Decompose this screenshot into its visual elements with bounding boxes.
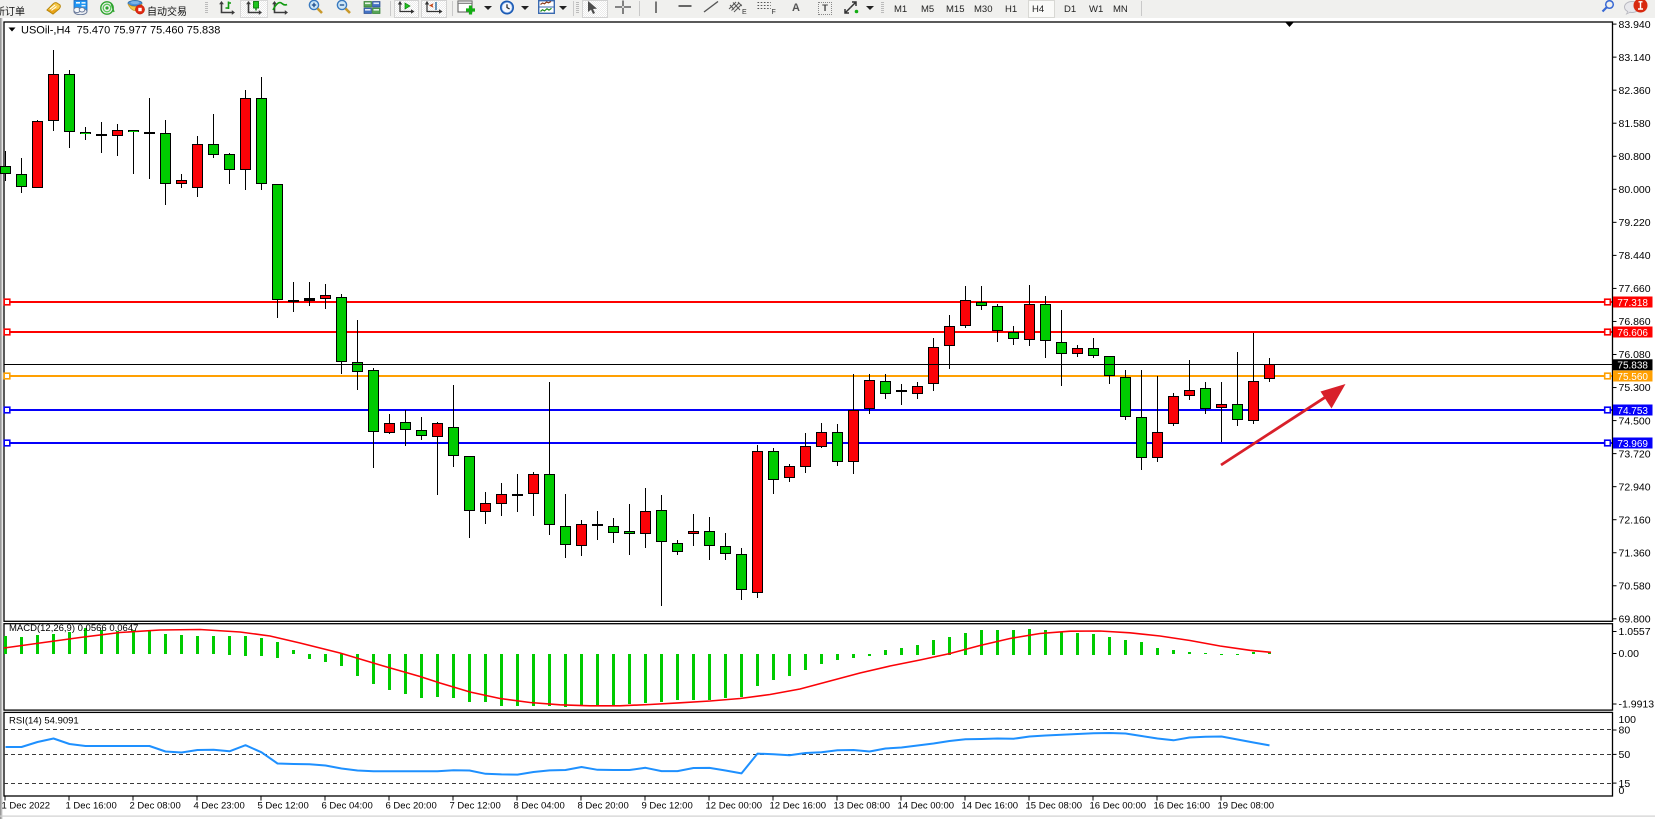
svg-text:74.500: 74.500 [1619,415,1651,427]
svg-text:5 Dec 12:00: 5 Dec 12:00 [258,801,309,812]
svg-text:4 Dec 23:00: 4 Dec 23:00 [194,801,245,812]
svg-text:69.800: 69.800 [1619,614,1651,626]
svg-text:12 Dec 00:00: 12 Dec 00:00 [706,801,763,812]
svg-text:16 Dec 16:00: 16 Dec 16:00 [1154,801,1211,812]
svg-text:9 Dec 12:00: 9 Dec 12:00 [642,801,693,812]
svg-text:76.606: 76.606 [1617,328,1648,339]
svg-text:75.560: 75.560 [1617,372,1648,383]
svg-text:50: 50 [1619,749,1631,761]
svg-text:13 Dec 08:00: 13 Dec 08:00 [834,801,891,812]
svg-text:83.140: 83.140 [1619,52,1651,64]
svg-text:8 Dec 04:00: 8 Dec 04:00 [514,801,565,812]
svg-text:12 Dec 16:00: 12 Dec 16:00 [770,801,827,812]
svg-text:E: E [742,9,747,14]
svg-text:75.838: 75.838 [1617,361,1648,372]
svg-text:76.860: 76.860 [1619,316,1651,328]
svg-text:14 Dec 16:00: 14 Dec 16:00 [962,801,1019,812]
svg-text:1.0557: 1.0557 [1619,626,1651,638]
svg-text:80: 80 [1619,725,1631,737]
svg-text:0.00: 0.00 [1619,648,1640,660]
svg-text:70.580: 70.580 [1619,580,1651,592]
svg-text:15: 15 [1619,778,1631,790]
svg-text:77.318: 77.318 [1617,298,1648,309]
svg-text:77.660: 77.660 [1619,283,1651,295]
svg-text:79.220: 79.220 [1619,217,1651,229]
svg-text:-1.9913: -1.9913 [1619,699,1655,711]
svg-text:F: F [772,9,776,14]
svg-text:7 Dec 12:00: 7 Dec 12:00 [450,801,501,812]
svg-text:6 Dec 20:00: 6 Dec 20:00 [386,801,437,812]
svg-text:16 Dec 00:00: 16 Dec 00:00 [1090,801,1147,812]
svg-text:USOil-,H4 75.470 75.977 75.46: USOil-,H4 75.470 75.977 75.460 75.838 [21,25,220,37]
svg-text:2 Dec 08:00: 2 Dec 08:00 [130,801,181,812]
svg-text:MACD(12,26,9) 0.0566 0.0647: MACD(12,26,9) 0.0566 0.0647 [9,623,138,634]
svg-text:81.580: 81.580 [1619,118,1651,130]
svg-text:RSI(14) 54.9091: RSI(14) 54.9091 [9,716,79,727]
svg-text:1 Dec 2022: 1 Dec 2022 [2,801,51,812]
svg-text:71.360: 71.360 [1619,547,1651,559]
svg-text:78.440: 78.440 [1619,250,1651,262]
svg-text:73.969: 73.969 [1617,439,1648,450]
svg-text:83.940: 83.940 [1619,19,1651,31]
svg-text:8 Dec 20:00: 8 Dec 20:00 [578,801,629,812]
svg-text:72.160: 72.160 [1619,514,1651,526]
svg-text:73.720: 73.720 [1619,448,1651,460]
svg-text:6 Dec 04:00: 6 Dec 04:00 [322,801,373,812]
svg-text:80.000: 80.000 [1619,184,1651,196]
svg-text:19 Dec 08:00: 19 Dec 08:00 [1218,801,1275,812]
svg-text:74.753: 74.753 [1617,406,1648,417]
svg-text:76.080: 76.080 [1619,349,1651,361]
svg-text:1 Dec 16:00: 1 Dec 16:00 [66,801,117,812]
svg-text:14 Dec 00:00: 14 Dec 00:00 [898,801,955,812]
svg-text:100: 100 [1619,714,1637,726]
svg-text:15 Dec 08:00: 15 Dec 08:00 [1026,801,1083,812]
svg-text:75.300: 75.300 [1619,382,1651,394]
svg-text:80.800: 80.800 [1619,151,1651,163]
svg-text:82.360: 82.360 [1619,85,1651,97]
svg-text:72.940: 72.940 [1619,481,1651,493]
svg-text:0: 0 [1619,785,1625,797]
